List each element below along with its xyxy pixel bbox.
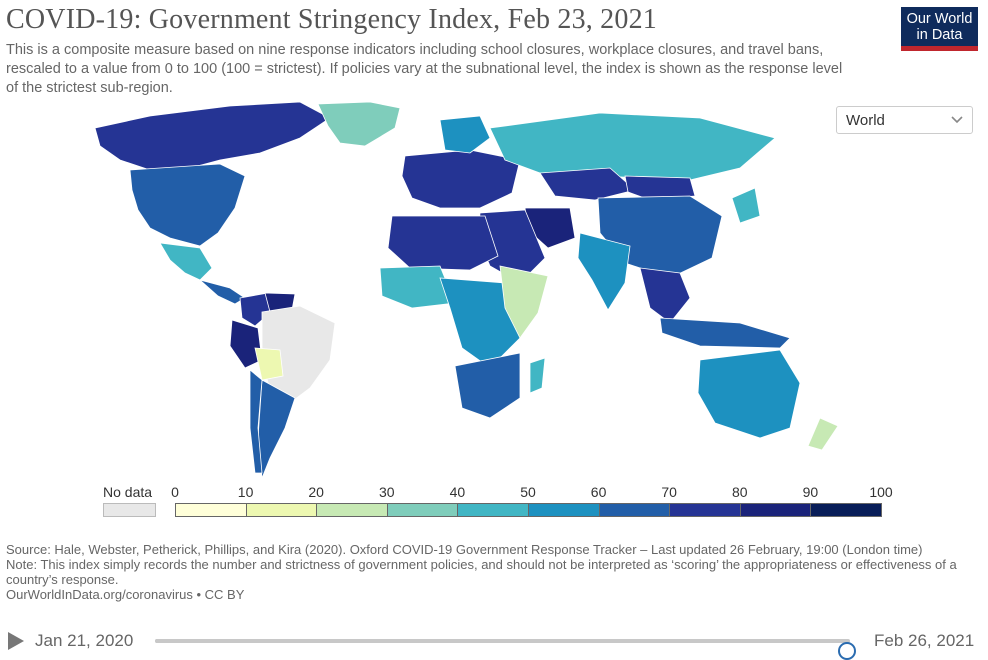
region-canada[interactable] bbox=[94, 101, 331, 171]
legend-bin bbox=[175, 503, 247, 517]
region-southern-africa[interactable] bbox=[454, 352, 521, 419]
legend-tick-label: 30 bbox=[379, 484, 395, 500]
logo-line-1: Our World bbox=[906, 11, 973, 27]
legend-tick-label: 50 bbox=[520, 484, 536, 500]
region-scandinavia[interactable] bbox=[439, 115, 491, 154]
world-map bbox=[94, 101, 839, 478]
region-japan[interactable] bbox=[731, 187, 761, 224]
legend-bin bbox=[669, 503, 741, 517]
legend-tick-label: 0 bbox=[171, 484, 179, 500]
chart-subtitle: This is a composite measure based on nin… bbox=[6, 42, 843, 96]
legend-bin bbox=[457, 503, 529, 517]
legend-no-data-swatch bbox=[103, 503, 156, 517]
region-australia[interactable] bbox=[697, 349, 801, 439]
region-north-africa[interactable] bbox=[387, 215, 499, 271]
source-link[interactable]: OurWorldInData.org/coronavirus • CC BY bbox=[6, 587, 245, 602]
legend-tick-label: 90 bbox=[802, 484, 819, 500]
legend-tick-label: 20 bbox=[308, 484, 324, 500]
legend-tick-label: 60 bbox=[590, 484, 607, 500]
source-citation: Source: Hale, Webster, Petherick, Philli… bbox=[6, 542, 923, 557]
legend-bin bbox=[386, 503, 459, 517]
timeline: Jan 21, 2020 Feb 26, 2021 bbox=[0, 627, 988, 660]
region-central-america[interactable] bbox=[199, 279, 246, 305]
region-east-africa[interactable] bbox=[499, 265, 549, 339]
region-new-zealand[interactable] bbox=[807, 417, 839, 451]
legend-bin bbox=[598, 503, 671, 517]
region-greenland[interactable] bbox=[317, 101, 401, 147]
legend-tick-label: 100 bbox=[869, 484, 893, 500]
timeline-track[interactable] bbox=[155, 639, 856, 660]
region-argentina[interactable] bbox=[257, 379, 296, 478]
region-china[interactable] bbox=[597, 195, 723, 279]
region-russia[interactable] bbox=[489, 112, 776, 181]
region-select[interactable]: World bbox=[836, 106, 973, 134]
region-india[interactable] bbox=[577, 232, 631, 311]
legend-bin bbox=[528, 503, 600, 517]
play-icon[interactable] bbox=[8, 632, 24, 650]
region-southeast-asia[interactable] bbox=[639, 267, 691, 324]
legend-bin bbox=[316, 503, 388, 517]
timeline-start-date: Jan 21, 2020 bbox=[35, 631, 134, 650]
chart-title: COVID-19: Government Stringency Index, F… bbox=[6, 4, 657, 35]
timeline-fill bbox=[155, 639, 847, 643]
region-peru[interactable] bbox=[229, 319, 263, 369]
legend-no-data-label: No data bbox=[103, 484, 153, 500]
region-united-states[interactable] bbox=[129, 163, 246, 247]
chevron-down-icon bbox=[951, 116, 963, 124]
owid-logo[interactable]: Our World in Data bbox=[901, 7, 978, 51]
logo-line-2: in Data bbox=[916, 27, 963, 43]
legend-tick-label: 40 bbox=[449, 484, 466, 500]
source-note: Note: This index simply records the numb… bbox=[6, 557, 957, 587]
region-bolivia[interactable] bbox=[254, 347, 284, 381]
legend-tick-label: 70 bbox=[661, 484, 677, 500]
timeline-handle[interactable] bbox=[837, 642, 856, 660]
region-indonesia[interactable] bbox=[659, 317, 791, 349]
region-select-value: World bbox=[846, 112, 885, 129]
timeline-end-date: Feb 26, 2021 bbox=[874, 631, 975, 650]
legend-tick-label: 80 bbox=[732, 484, 748, 500]
region-kazakhstan[interactable] bbox=[539, 167, 636, 201]
legend-tick-label: 10 bbox=[237, 484, 254, 500]
region-chile[interactable] bbox=[249, 369, 263, 474]
legend-bin bbox=[739, 503, 812, 517]
region-west-africa[interactable] bbox=[379, 265, 456, 309]
legend-bin bbox=[810, 503, 882, 517]
region-europe[interactable] bbox=[401, 149, 521, 209]
legend-bin bbox=[245, 503, 318, 517]
source-notes: Source: Hale, Webster, Petherick, Philli… bbox=[6, 542, 966, 602]
logo-accent-bar bbox=[901, 46, 978, 51]
region-madagascar[interactable] bbox=[529, 357, 546, 394]
region-mexico[interactable] bbox=[159, 242, 213, 281]
color-legend: No data 0 10 20 30 40 50 60 70 80 90 100 bbox=[100, 482, 900, 522]
